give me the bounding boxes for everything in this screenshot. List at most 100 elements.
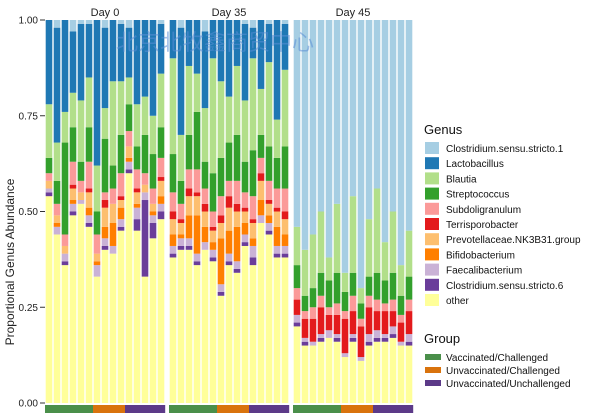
bar-segment bbox=[317, 341, 325, 403]
bar-segment bbox=[309, 234, 317, 289]
bar-segment bbox=[357, 318, 365, 327]
bar-segment bbox=[141, 96, 149, 135]
group-strip-cell bbox=[193, 405, 202, 413]
bar-segment bbox=[333, 341, 341, 403]
bar-segment bbox=[193, 169, 201, 193]
bar-segment bbox=[45, 196, 53, 403]
bar-segment bbox=[193, 253, 201, 262]
bar-segment bbox=[241, 23, 249, 101]
bar-segment bbox=[405, 299, 413, 312]
bar-segment bbox=[193, 265, 201, 403]
bar-segment bbox=[225, 96, 233, 143]
bar-segment bbox=[225, 265, 233, 403]
legend-entry: Terrisporobacter bbox=[446, 220, 519, 231]
bar-segment bbox=[293, 326, 301, 403]
bar-segment bbox=[125, 169, 133, 174]
bar-segment bbox=[325, 314, 333, 331]
bar-segment bbox=[217, 215, 225, 223]
bar-segment bbox=[61, 253, 69, 262]
bar-segment bbox=[177, 245, 185, 250]
bar-segment bbox=[309, 341, 317, 346]
bar-segment bbox=[149, 222, 157, 239]
y-tick-label: 0.25 bbox=[19, 303, 39, 314]
bar-segment bbox=[381, 337, 389, 342]
bar-segment bbox=[133, 104, 141, 147]
bar-segment bbox=[217, 284, 225, 292]
watermark-text: 北京北牧鑫商贸中心 bbox=[116, 31, 314, 56]
bar-segment bbox=[357, 326, 365, 358]
group-strip-cell bbox=[317, 405, 326, 413]
bar-segment bbox=[185, 188, 193, 197]
bar-segment bbox=[117, 173, 125, 197]
bar-segment bbox=[233, 226, 241, 262]
bar-segment bbox=[185, 249, 193, 403]
bar-segment bbox=[341, 357, 349, 403]
bar-segment bbox=[77, 100, 85, 162]
bar-segment bbox=[149, 211, 157, 216]
bar-segment bbox=[273, 226, 281, 246]
bar-segment bbox=[333, 203, 341, 273]
bar-segment bbox=[225, 207, 233, 231]
group-strip-cell bbox=[293, 405, 302, 413]
bar-segment bbox=[349, 272, 357, 296]
bar-segment bbox=[109, 253, 117, 403]
bar-segment bbox=[397, 314, 405, 323]
legend-swatch bbox=[425, 157, 439, 170]
bar-segment bbox=[169, 154, 177, 193]
bar-segment bbox=[85, 222, 93, 227]
bar-segment bbox=[217, 291, 225, 296]
bar-segment bbox=[373, 341, 381, 403]
bar-segment bbox=[373, 188, 381, 273]
bar-segment bbox=[169, 219, 177, 235]
bar-segment bbox=[309, 288, 317, 308]
group-strip-cell bbox=[309, 405, 318, 413]
bar-segment bbox=[281, 257, 289, 403]
legend-swatch bbox=[425, 187, 439, 200]
bar-segment bbox=[157, 127, 165, 158]
bar-segment bbox=[101, 20, 109, 28]
group-strip-cell bbox=[381, 405, 390, 413]
bar-segment bbox=[133, 192, 141, 204]
bar-segment bbox=[389, 272, 397, 300]
bar-segment bbox=[233, 203, 241, 212]
bar-segment bbox=[53, 215, 61, 223]
bar-segment bbox=[133, 230, 141, 403]
bar-segment bbox=[241, 242, 249, 246]
bar-segment bbox=[309, 345, 317, 403]
bar-segment bbox=[209, 230, 217, 243]
bar-segment bbox=[273, 207, 281, 212]
bar-segment bbox=[365, 295, 373, 308]
bar-segment bbox=[85, 226, 93, 403]
bar-segment bbox=[397, 345, 405, 403]
bar-segment bbox=[77, 180, 85, 193]
legend-swatch bbox=[425, 278, 439, 291]
bar-segment bbox=[309, 307, 317, 319]
bar-segment bbox=[265, 222, 273, 231]
legend-entry: Prevotellaceae.NK3B31.group bbox=[446, 235, 581, 246]
bar-segment bbox=[349, 337, 357, 342]
bar-segment bbox=[141, 20, 149, 97]
bar-segment bbox=[193, 20, 201, 74]
bar-segment bbox=[69, 211, 77, 216]
y-tick-label: 0.00 bbox=[19, 399, 39, 410]
bar-segment bbox=[249, 27, 257, 59]
bar-segment bbox=[217, 222, 225, 239]
bar-segment bbox=[405, 276, 413, 300]
bar-segment bbox=[209, 20, 217, 59]
legend-swatch bbox=[425, 380, 441, 386]
bar-segment bbox=[117, 196, 125, 201]
bar-segment bbox=[293, 226, 301, 266]
bar-segment bbox=[373, 311, 381, 331]
bar-segment bbox=[149, 238, 157, 403]
bar-segment bbox=[241, 211, 249, 223]
bar-segment bbox=[249, 222, 257, 239]
bar-segment bbox=[133, 169, 141, 189]
group-strip-cell bbox=[61, 405, 70, 413]
bar-segment bbox=[281, 23, 289, 70]
bar-segment bbox=[301, 318, 309, 338]
bar-segment bbox=[341, 291, 349, 312]
bar-segment bbox=[185, 169, 193, 189]
bar-segment bbox=[125, 77, 133, 105]
bar-segment bbox=[169, 253, 177, 258]
bar-segment bbox=[77, 203, 85, 403]
